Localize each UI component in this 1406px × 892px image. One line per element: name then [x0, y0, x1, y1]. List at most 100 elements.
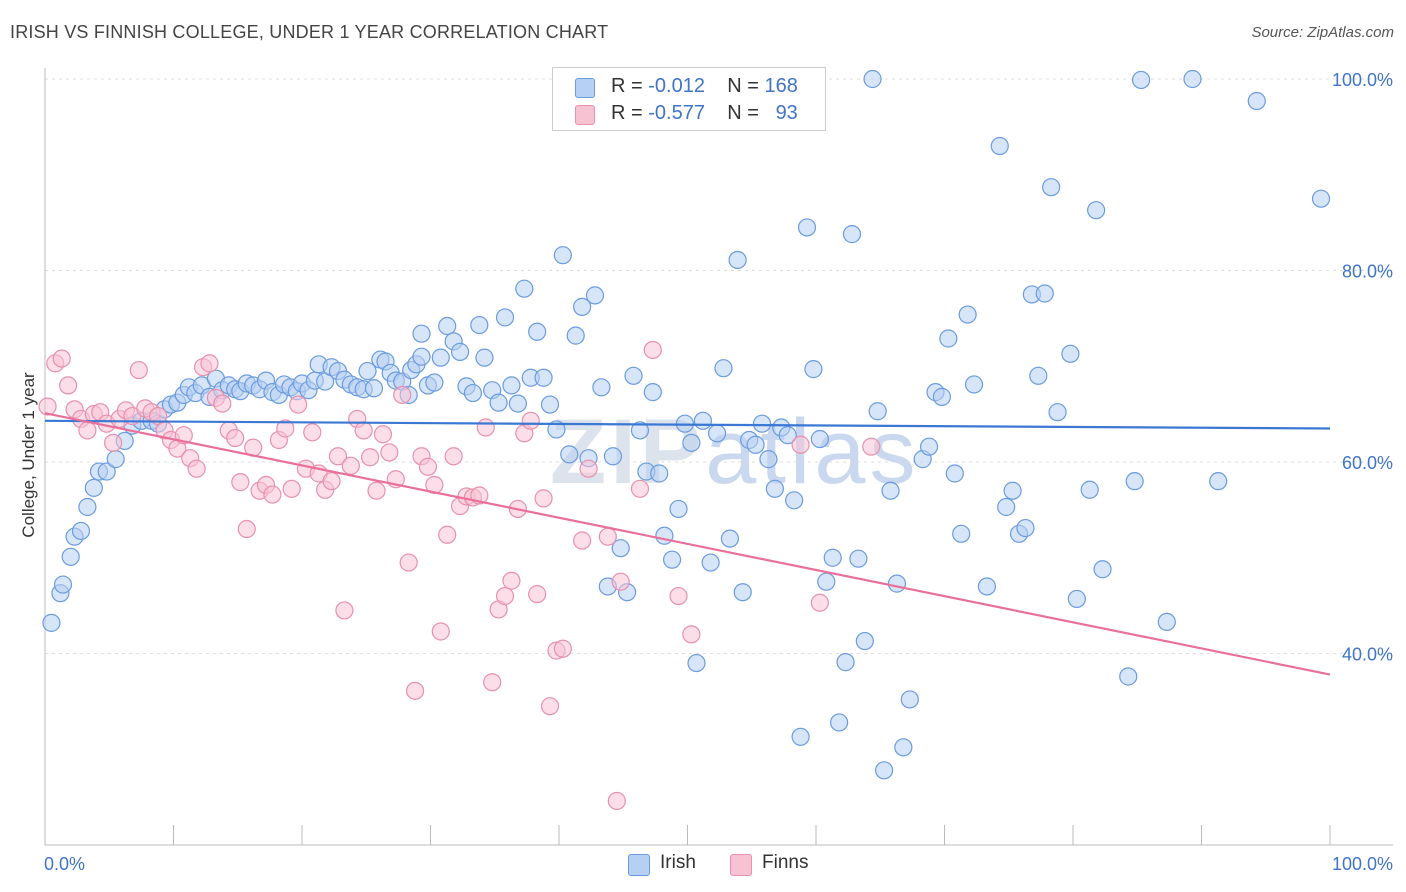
irish-point-120	[797, 218, 817, 237]
irish-point-75	[508, 394, 527, 413]
finns-point-75	[521, 411, 540, 430]
y-tick-label-100: 100.0%	[1332, 70, 1393, 90]
finns-legend-label: Finns	[762, 852, 809, 873]
irish-point-145	[964, 375, 984, 394]
irish-point-88	[592, 378, 611, 397]
finns-point-10	[104, 433, 123, 452]
finns-point-83	[598, 527, 617, 546]
irish-point-131	[868, 402, 887, 421]
irish-point-72	[489, 393, 508, 412]
irish-point-82	[553, 246, 572, 265]
irish-trend-line	[44, 419, 1331, 430]
finns-legend-swatch	[730, 854, 752, 876]
finns-point-30	[231, 473, 250, 492]
irish-n-label: N =	[727, 75, 759, 97]
irish-point-74	[502, 376, 521, 395]
irish-point-151	[1016, 518, 1035, 538]
irish-point-106	[707, 424, 727, 443]
irish-point-90	[603, 447, 623, 466]
finns-point-25	[200, 354, 219, 373]
finns-point-41	[303, 423, 322, 442]
irish-point-99	[662, 550, 682, 569]
irish-point-78	[528, 322, 547, 341]
finns-point-78	[540, 697, 560, 716]
finns-point-61	[431, 622, 450, 641]
irish-point-104	[693, 411, 713, 430]
irish-point-81	[547, 420, 566, 439]
irish-point-127	[842, 225, 862, 244]
source-credit: Source: ZipAtlas.com	[1251, 24, 1394, 41]
finns-point-80	[553, 639, 572, 658]
finns-point-31	[237, 519, 256, 539]
finns-point-45	[328, 447, 348, 466]
chart-title: IRISH VS FINNISH COLLEGE, UNDER 1 YEAR C…	[10, 22, 609, 42]
finns-trend-line	[44, 412, 1331, 676]
stats-legend: R = -0.012 N = 168 R = -0.577 N = 93	[552, 67, 826, 131]
irish-point-128	[849, 549, 868, 568]
irish-point-0	[42, 613, 61, 632]
finns-n-value: 93	[775, 102, 798, 124]
irish-point-148	[997, 497, 1016, 517]
irish-point-110	[733, 583, 752, 602]
irish-point-142	[945, 464, 964, 483]
irish-point-63	[431, 348, 450, 367]
irish-r-label: R =	[611, 75, 643, 97]
finns-r-label: R =	[611, 102, 643, 124]
irish-point-70	[475, 348, 494, 367]
irish-point-124	[823, 548, 842, 567]
irish-point-85	[573, 297, 592, 316]
irish-point-143	[952, 524, 971, 543]
irish-point-129	[855, 631, 874, 651]
irish-point-159	[1080, 480, 1099, 499]
irish-point-154	[1035, 284, 1054, 303]
irish-point-115	[765, 479, 784, 498]
irish-point-68	[463, 383, 483, 403]
irish-point-6	[78, 497, 97, 517]
finns-point-72	[502, 571, 521, 590]
finns-point-84	[611, 572, 630, 591]
y-tick-label-40: 40.0%	[1342, 645, 1393, 665]
finns-point-52	[373, 425, 393, 444]
finns-point-6	[78, 421, 97, 440]
irish-point-96	[643, 383, 662, 402]
finns-point-81	[573, 531, 592, 550]
finns-point-62	[438, 525, 457, 544]
irish-point-156	[1048, 403, 1067, 422]
finns-point-56	[399, 553, 418, 572]
irish-point-112	[746, 435, 765, 454]
irish-point-100	[669, 499, 688, 519]
irish-point-147	[990, 136, 1009, 156]
irish-point-87	[585, 286, 605, 305]
finns-point-55	[393, 385, 412, 405]
finns-point-49	[354, 421, 373, 440]
irish-point-167	[1209, 472, 1228, 491]
finns-point-68	[476, 418, 495, 437]
irish-point-66	[450, 342, 470, 361]
irish-point-113	[752, 414, 772, 433]
irish-point-83	[560, 445, 579, 464]
finns-r-value: -0.577	[648, 102, 705, 124]
irish-legend-swatch	[628, 854, 650, 876]
finns-point-0	[38, 397, 57, 416]
irish-point-3	[61, 547, 80, 566]
finns-point-89	[682, 625, 701, 644]
finns-point-91	[810, 593, 829, 612]
irish-point-130	[863, 69, 882, 89]
irish-point-141	[939, 329, 958, 348]
irish-point-165	[1157, 612, 1176, 632]
y-tick-label-60: 60.0%	[1342, 453, 1393, 473]
irish-point-155	[1042, 178, 1061, 197]
y-tick-label-80: 80.0%	[1342, 262, 1393, 282]
irish-point-60	[412, 324, 431, 343]
x-tick-label-100: 100.0%	[1332, 854, 1393, 874]
irish-point-98	[655, 526, 674, 545]
irish-point-109	[728, 250, 747, 270]
irish-point-64	[438, 316, 457, 336]
irish-point-107	[714, 359, 733, 378]
irish-point-114	[759, 450, 778, 469]
irish-point-160	[1087, 201, 1106, 220]
irish-r-value: -0.012	[648, 75, 705, 97]
irish-point-97	[650, 464, 669, 483]
finns-n-label: N =	[727, 102, 759, 124]
